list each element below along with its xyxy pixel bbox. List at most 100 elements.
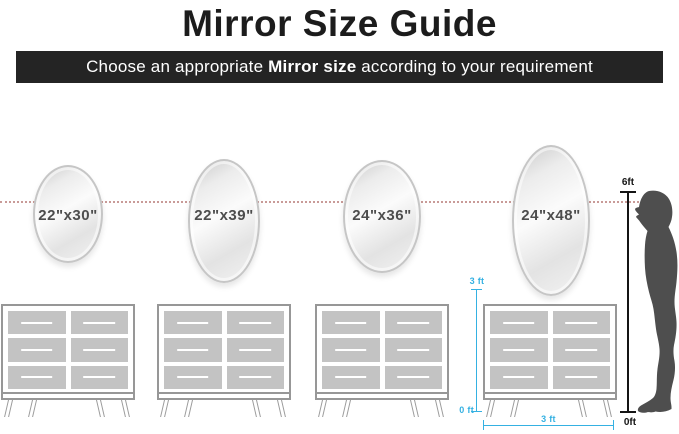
drawer-handle bbox=[176, 321, 209, 324]
drawer bbox=[8, 338, 66, 362]
dresser-base bbox=[484, 392, 616, 394]
drawer bbox=[164, 311, 222, 335]
drawer bbox=[226, 338, 284, 362]
banner-text-highlight: Mirror size bbox=[268, 57, 357, 76]
subtitle-banner: Choose an appropriate Mirror size accord… bbox=[16, 51, 663, 83]
oval-mirror-22x30 bbox=[33, 165, 103, 263]
mirror-unit-3: 24"x36" bbox=[343, 160, 421, 273]
banner-text-prefix: Choose an appropriate bbox=[86, 57, 269, 76]
person-height-bottom-label: 0ft bbox=[623, 417, 637, 428]
drawer bbox=[70, 338, 128, 362]
dresser-2 bbox=[157, 304, 291, 417]
dresser-height-measure-line bbox=[476, 290, 477, 412]
drawer bbox=[384, 365, 442, 389]
drawer-handle bbox=[20, 376, 53, 379]
mirror-unit-2: 22"x39" bbox=[188, 159, 260, 283]
dresser-height-top-label: 3 ft bbox=[469, 276, 485, 286]
dresser-leg bbox=[96, 400, 105, 417]
drawer bbox=[384, 311, 442, 335]
dresser-leg bbox=[121, 400, 130, 417]
dresser-leg bbox=[28, 400, 37, 417]
measure-cap bbox=[620, 411, 636, 413]
dresser-leg bbox=[184, 400, 193, 417]
mirror-size-label: 22"x30" bbox=[38, 207, 98, 224]
drawer bbox=[490, 365, 548, 389]
drawer bbox=[164, 365, 222, 389]
measure-tick bbox=[471, 411, 482, 412]
drawer-handle bbox=[334, 376, 367, 379]
dresser-leg bbox=[252, 400, 261, 417]
drawer-handle bbox=[176, 348, 209, 351]
drawer-handle bbox=[239, 376, 272, 379]
dresser-width-measure-line bbox=[483, 425, 614, 426]
drawer-handle bbox=[20, 321, 53, 324]
drawer bbox=[490, 338, 548, 362]
banner-text-suffix: according to your requirement bbox=[356, 57, 593, 76]
dresser-base bbox=[158, 392, 290, 394]
person-height-measure-line bbox=[627, 192, 629, 413]
drawer bbox=[70, 365, 128, 389]
drawer-handle bbox=[334, 348, 367, 351]
drawer bbox=[490, 311, 548, 335]
dresser-3 bbox=[315, 304, 449, 417]
drawer-handle bbox=[502, 321, 535, 324]
drawer-handle bbox=[565, 321, 598, 324]
dresser-leg bbox=[342, 400, 351, 417]
mirror-size-label: 24"x48" bbox=[521, 207, 581, 224]
mirror-unit-1: 22"x30" bbox=[33, 165, 103, 263]
drawer-handle bbox=[397, 321, 430, 324]
drawer-handle bbox=[397, 376, 430, 379]
dresser-body bbox=[315, 304, 449, 400]
measure-tick bbox=[483, 420, 484, 430]
drawer bbox=[322, 311, 380, 335]
dresser-leg bbox=[435, 400, 444, 417]
dresser-base bbox=[2, 392, 134, 394]
drawer bbox=[384, 338, 442, 362]
drawer bbox=[164, 338, 222, 362]
drawer-handle bbox=[334, 321, 367, 324]
person-silhouette-icon bbox=[635, 190, 678, 413]
drawer-handle bbox=[20, 348, 53, 351]
dresser-width-label: 3 ft bbox=[541, 414, 556, 424]
dresser-leg bbox=[410, 400, 419, 417]
oval-mirror-24x48 bbox=[512, 145, 590, 296]
dresser-leg bbox=[4, 400, 13, 417]
drawer-handle bbox=[565, 376, 598, 379]
drawer-handle bbox=[83, 321, 116, 324]
drawer-handle bbox=[397, 348, 430, 351]
drawer-handle bbox=[83, 376, 116, 379]
person-height-top-label: 6ft bbox=[621, 177, 635, 188]
dresser-leg bbox=[318, 400, 327, 417]
drawer bbox=[226, 365, 284, 389]
eye-level-guide-line bbox=[0, 201, 643, 203]
drawer bbox=[322, 338, 380, 362]
oval-mirror-24x36 bbox=[343, 160, 421, 273]
drawer-handle bbox=[502, 376, 535, 379]
dresser-leg bbox=[277, 400, 286, 417]
drawer-handle bbox=[565, 348, 598, 351]
drawer bbox=[70, 311, 128, 335]
mirror-size-label: 22"x39" bbox=[194, 207, 254, 224]
measure-cap bbox=[620, 191, 636, 193]
measure-tick bbox=[613, 420, 614, 430]
drawer-handle bbox=[502, 348, 535, 351]
drawer bbox=[226, 311, 284, 335]
drawer-handle bbox=[239, 348, 272, 351]
dresser-leg bbox=[160, 400, 169, 417]
dresser-body bbox=[157, 304, 291, 400]
mirror-unit-4: 24"x48" bbox=[512, 145, 590, 296]
drawer-handle bbox=[239, 321, 272, 324]
dresser-4 bbox=[483, 304, 617, 417]
drawer bbox=[552, 338, 610, 362]
drawer-handle bbox=[176, 376, 209, 379]
drawer bbox=[552, 365, 610, 389]
dresser-base bbox=[316, 392, 448, 394]
oval-mirror-22x39 bbox=[188, 159, 260, 283]
dresser-height-bottom-label: 0 ft bbox=[459, 405, 474, 415]
drawer bbox=[8, 365, 66, 389]
dresser-body bbox=[1, 304, 135, 400]
drawer bbox=[322, 365, 380, 389]
mirror-size-label: 24"x36" bbox=[352, 207, 412, 224]
page-title: Mirror Size Guide bbox=[182, 3, 497, 44]
